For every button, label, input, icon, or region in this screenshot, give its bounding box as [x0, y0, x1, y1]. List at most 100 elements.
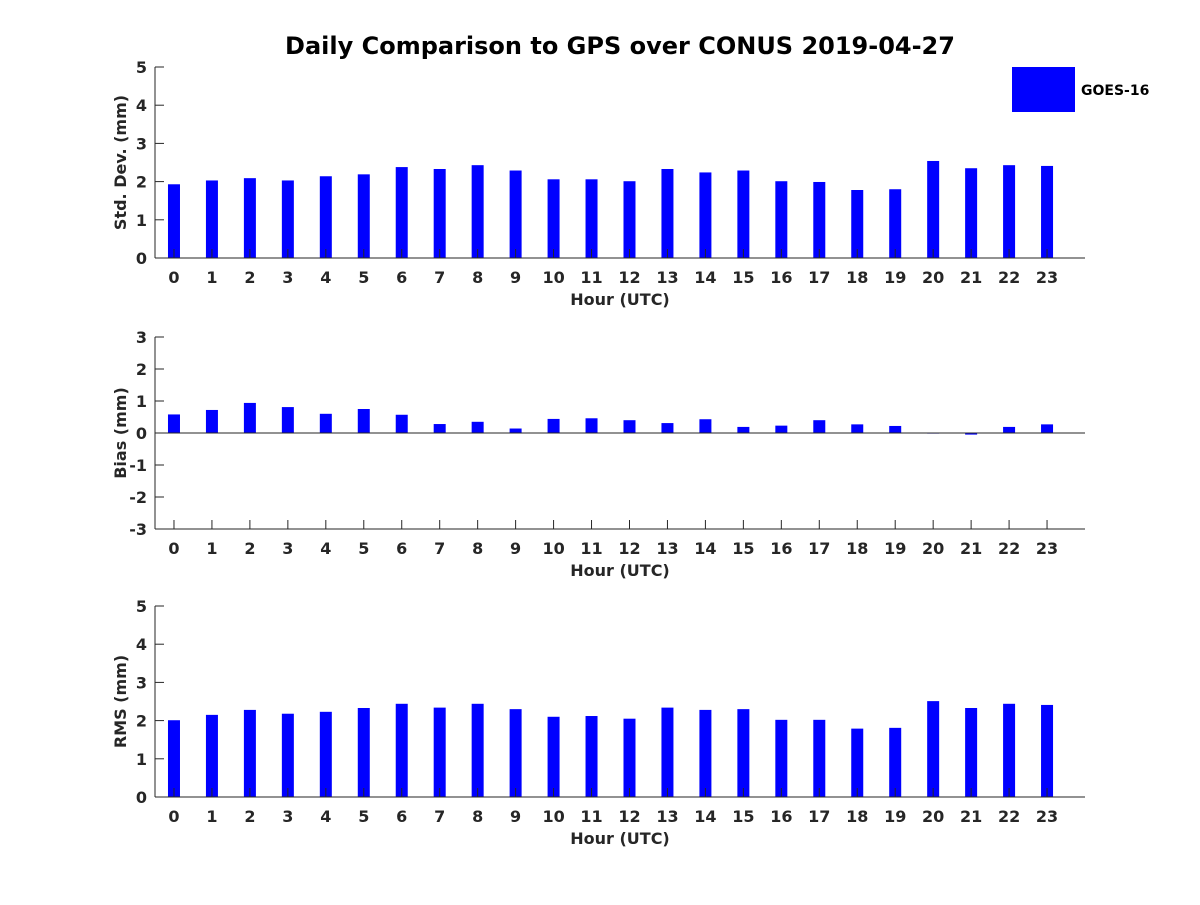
y-tick-label: -2	[129, 488, 147, 507]
bar-10	[547, 418, 560, 433]
x-tick-label: 18	[846, 268, 868, 287]
bar-10	[547, 179, 560, 258]
x-tick-label: 4	[320, 539, 331, 558]
x-tick-label: 0	[168, 268, 179, 287]
bar-15	[737, 709, 750, 797]
x-tick-label: 14	[694, 268, 716, 287]
x-tick-label: 8	[472, 807, 483, 826]
bar-4	[319, 176, 332, 258]
x-tick-label: 3	[282, 539, 293, 558]
y-tick-label: 3	[136, 673, 147, 692]
x-tick-label: 20	[922, 268, 944, 287]
x-tick-label: 14	[694, 539, 716, 558]
bar-12	[623, 718, 636, 797]
x-tick-label: 18	[846, 807, 868, 826]
x-tick-label: 11	[580, 268, 602, 287]
bar-1	[205, 180, 218, 258]
y-tick-label: 2	[136, 712, 147, 731]
x-tick-label: 6	[396, 539, 407, 558]
x-tick-label: 12	[618, 268, 640, 287]
x-tick-label: 1	[206, 807, 217, 826]
bar-9	[509, 428, 522, 433]
bar-11	[585, 418, 598, 433]
bar-7	[433, 424, 446, 433]
bar-5	[357, 707, 370, 797]
x-tick-label: 16	[770, 807, 792, 826]
bar-8	[471, 421, 484, 433]
legend: GOES-16	[1012, 67, 1149, 112]
bar-20	[927, 701, 940, 797]
x-tick-label: 4	[320, 807, 331, 826]
x-tick-label: 9	[510, 268, 521, 287]
bar-11	[585, 716, 598, 797]
x-tick-label: 21	[960, 807, 982, 826]
x-tick-label: 7	[434, 268, 445, 287]
x-tick-label: 10	[542, 807, 564, 826]
y-tick-label: -3	[129, 520, 147, 539]
x-tick-label: 19	[884, 268, 906, 287]
bar-6	[395, 414, 408, 433]
x-tick-label: 0	[168, 539, 179, 558]
x-tick-label: 23	[1036, 268, 1058, 287]
x-tick-label: 0	[168, 807, 179, 826]
y-tick-label: 0	[136, 424, 147, 443]
x-tick-label: 3	[282, 807, 293, 826]
x-tick-label: 6	[396, 807, 407, 826]
x-tick-label: 14	[694, 807, 716, 826]
bar-13	[661, 423, 674, 433]
x-tick-label: 22	[998, 807, 1020, 826]
x-tick-label: 20	[922, 807, 944, 826]
bar-2	[243, 709, 256, 797]
bar-16	[775, 425, 788, 433]
x-tick-label: 17	[808, 539, 830, 558]
y-tick-label: 4	[136, 635, 147, 654]
x-tick-label: 15	[732, 268, 754, 287]
bar-8	[471, 703, 484, 797]
bar-10	[547, 716, 560, 797]
x-tick-label: 23	[1036, 807, 1058, 826]
bar-23	[1041, 424, 1054, 433]
x-tick-label: 11	[580, 539, 602, 558]
bar-0	[167, 720, 180, 797]
bar-9	[509, 170, 522, 258]
x-tick-label: 8	[472, 539, 483, 558]
bar-19	[889, 189, 902, 258]
y-tick-label: 0	[136, 788, 147, 807]
y-tick-label: 2	[136, 360, 147, 379]
bar-19	[889, 727, 902, 797]
x-tick-label: 17	[808, 807, 830, 826]
bar-17	[813, 181, 826, 258]
x-tick-label: 2	[244, 268, 255, 287]
bar-14	[699, 709, 712, 797]
x-tick-label: 1	[206, 539, 217, 558]
bar-17	[813, 420, 826, 433]
y-tick-label: -1	[129, 456, 147, 475]
bar-22	[1003, 426, 1016, 433]
x-tick-label: 16	[770, 539, 792, 558]
y-axis-label: RMS (mm)	[111, 655, 130, 748]
y-tick-label: 5	[136, 58, 147, 77]
bar-11	[585, 179, 598, 258]
x-tick-label: 13	[656, 539, 678, 558]
chart-title: Daily Comparison to GPS over CONUS 2019-…	[285, 32, 955, 60]
bar-7	[433, 707, 446, 797]
bar-1	[205, 409, 218, 433]
bar-4	[319, 413, 332, 433]
bar-18	[851, 190, 864, 258]
x-tick-label: 13	[656, 807, 678, 826]
x-tick-label: 10	[542, 268, 564, 287]
x-tick-label: 8	[472, 268, 483, 287]
bar-18	[851, 728, 864, 797]
bar-14	[699, 172, 712, 258]
bar-20	[927, 160, 940, 258]
x-tick-label: 2	[244, 539, 255, 558]
x-tick-label: 7	[434, 807, 445, 826]
bar-12	[623, 420, 636, 433]
y-tick-label: 5	[136, 597, 147, 616]
bar-3	[281, 713, 294, 797]
